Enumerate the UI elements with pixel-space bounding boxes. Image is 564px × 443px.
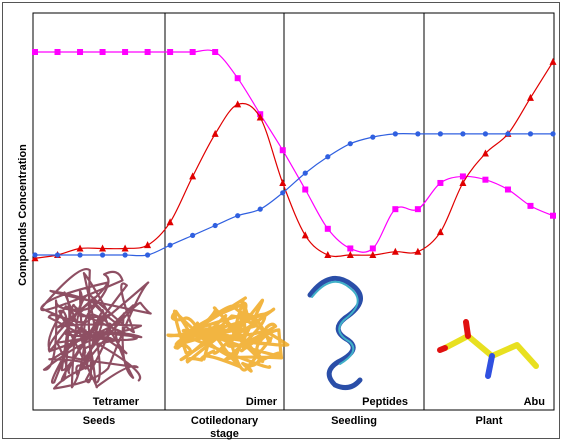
series-0-point [302,186,309,193]
series-0-point [212,49,219,55]
series-1-point [369,251,377,258]
structure-label: Dimer [246,396,278,408]
series-2-point [325,154,331,160]
series-2-point [190,232,196,238]
stage-label-line: Cotiledonary [191,415,259,427]
series-1-point [121,244,129,252]
series-2-point [347,141,353,147]
series-0-point [414,206,421,213]
series-2-point [32,252,38,258]
series-2-point [99,252,106,258]
stage-labels: Seeds Tetramer Cotiledonary stage Dimer Seedl… [83,396,545,440]
series-1-point [256,113,264,121]
structure-illustrations [40,268,539,391]
series-1-point [346,251,354,258]
stage-label: Seedling [331,415,377,427]
series-2-point [54,252,61,258]
series-2-point [257,206,263,212]
series-0-point [167,49,174,55]
stage-label-line: Seeds [83,415,115,427]
series-1-point [324,251,332,258]
y-axis-label: Compounds Concentration [17,144,29,286]
series-2-point [527,131,534,137]
stage-label-line: Seedling [331,415,377,427]
stage-label: Plant [476,415,503,427]
stage-label: Cotiledonary stage [191,415,259,440]
series-1-point [459,178,467,186]
series-1-point [189,172,197,180]
series-0-point [189,49,196,55]
series-1-point [414,247,422,255]
series-0-point [347,245,354,252]
series-0-point [54,49,61,55]
series-1-point [301,231,309,239]
abu-oxygen-left [437,345,448,353]
series-0-point [369,245,376,252]
series-2-point [482,131,489,137]
series-2-point [77,252,83,258]
series-2-point [145,252,151,258]
structure-label: Tetramer [93,396,140,408]
series-0-point [527,202,534,209]
series-1-point [144,241,152,249]
tetramer-structure-path [40,268,152,390]
series-0-point [122,49,129,55]
series-1-point [234,100,242,108]
series-0-point [32,49,38,55]
dimer-structure [166,296,290,373]
series-2-point [370,134,376,140]
stage-label: Seeds [83,415,115,427]
series-1-point [481,149,489,157]
tetramer-structure [40,268,152,390]
series-1-point [436,228,444,236]
stage-label-line: stage [210,428,239,440]
peptide-ribbon-light [311,280,359,365]
series-0-point [437,179,444,186]
series-2-point [167,242,173,248]
series-2-point [235,213,241,219]
series-0-point [234,75,241,82]
series-0-point [77,49,84,55]
series-2-point [437,131,443,137]
abu-oxygen-top [463,319,471,339]
series-0-point [392,206,399,213]
series-2-point [415,131,421,137]
peptides-structure [307,275,363,391]
series-0-point [144,49,151,55]
series-0-point [482,176,489,183]
series-2-point [392,131,398,137]
series-2-point [212,222,218,229]
dimer-structure-path [166,296,290,373]
series-2-point [460,131,466,137]
stage-label-line: Plant [476,415,503,427]
series-0-point [550,212,556,219]
abu-nitrogen [485,353,495,379]
series-0-point [459,173,466,180]
series-1-point [31,254,39,262]
series-1-point [76,244,84,252]
series-1-point [549,57,557,65]
series-0-point [504,186,511,193]
series-2-point [302,170,308,176]
series-0-point [324,225,331,232]
abu-structure [437,319,539,379]
series-1-point [391,247,399,255]
series-0-point [99,49,106,55]
series-1-point [99,244,107,252]
series-0-point [279,147,286,154]
series-2-point [122,252,128,258]
structure-label: Abu [524,396,545,408]
series-1-point [279,178,287,186]
series-1-point [166,218,174,226]
series-2-point [550,131,556,137]
series-2-point [280,190,286,196]
series-1-point [211,129,219,137]
series-layer [31,49,557,262]
series-2-point [505,131,511,137]
structure-label: Peptides [362,396,408,408]
series-1-point [526,93,534,101]
